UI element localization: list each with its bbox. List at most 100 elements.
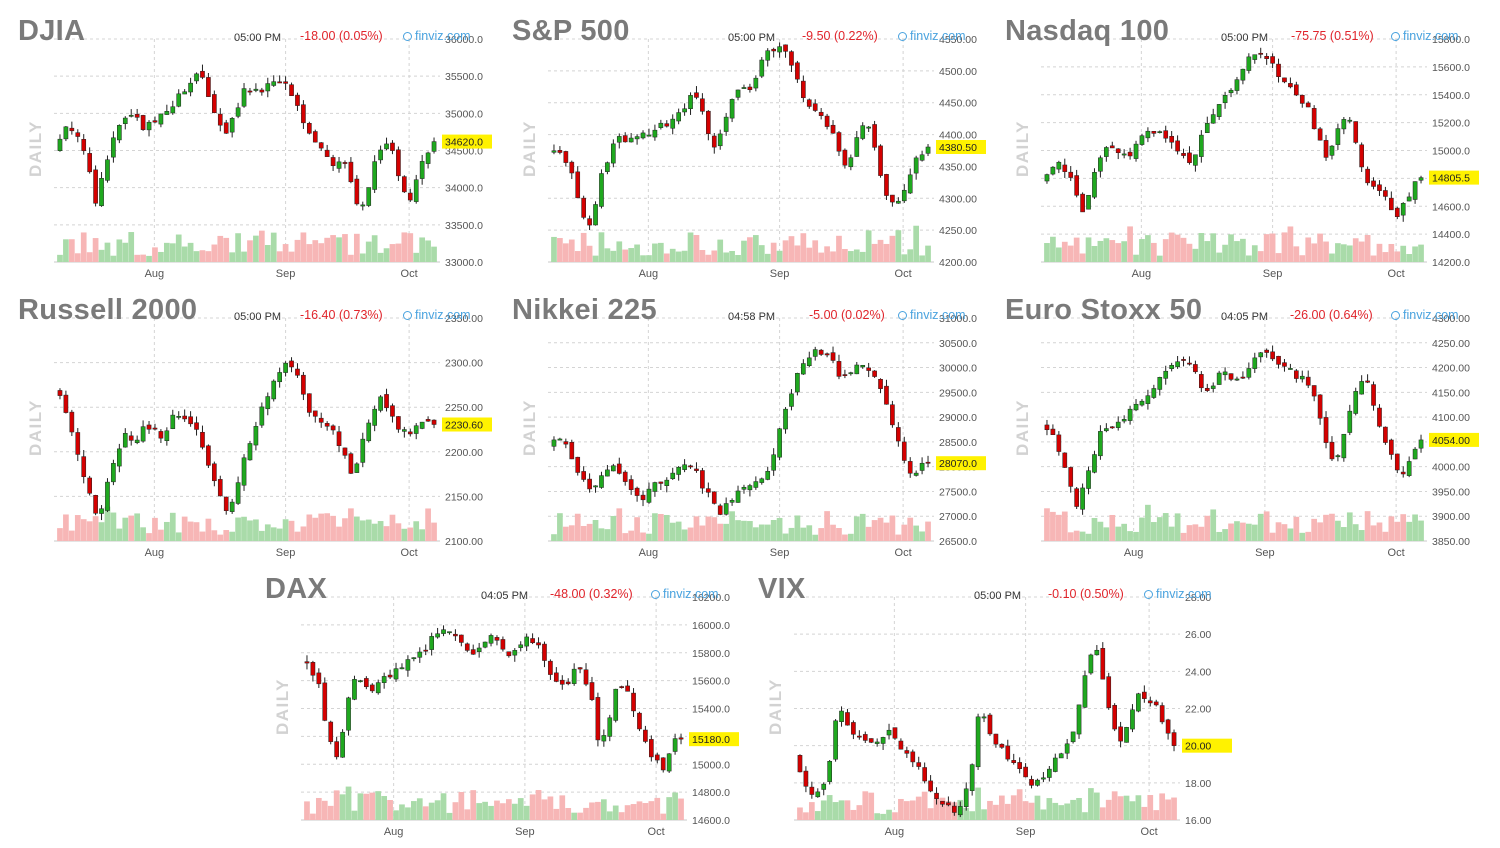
y-tick-label: 4250.00	[1432, 338, 1470, 350]
candle-body	[711, 135, 717, 148]
candle-body	[789, 51, 794, 66]
volume-bar	[1061, 511, 1068, 541]
brand-link-text: finviz.com	[1156, 587, 1212, 601]
x-tick-label: Aug	[639, 547, 659, 559]
candle-body	[229, 118, 235, 133]
candle-body	[1118, 726, 1123, 742]
brand-link[interactable]: finviz.com	[403, 308, 471, 322]
volume-bar	[794, 515, 801, 541]
candle-body	[247, 90, 253, 93]
y-tick-label: 15800.0	[692, 648, 730, 660]
volume-bar	[1147, 795, 1154, 820]
candle-body	[1353, 391, 1359, 414]
candle-body	[1270, 56, 1275, 64]
candle-body	[393, 668, 399, 680]
candle-body	[654, 754, 660, 761]
y-tick-label: 28.00	[1185, 592, 1211, 604]
chart-title: DJIA	[18, 15, 85, 48]
chart-title-text: S&P 500	[512, 15, 630, 47]
brand-link[interactable]: finviz.com	[651, 587, 719, 601]
candle-body	[593, 485, 598, 488]
volume-bar	[229, 531, 236, 541]
candle-body	[366, 187, 372, 206]
brand-link[interactable]: finviz.com	[898, 308, 966, 322]
candle-body	[1175, 140, 1180, 152]
candle-body	[1240, 68, 1246, 81]
candle-body	[1371, 384, 1376, 406]
y-tick-label: 27500.0	[939, 486, 977, 498]
volume-bar	[258, 230, 265, 262]
candle-body	[342, 447, 348, 456]
volume-bar	[1150, 522, 1157, 541]
candle-body	[69, 411, 75, 433]
chart-change-text: -0.10 (0.50%)	[1048, 587, 1124, 601]
y-tick-label: 30500.0	[939, 338, 977, 350]
brand-link[interactable]: finviz.com	[403, 29, 471, 43]
brand-link[interactable]: finviz.com	[1144, 587, 1212, 601]
candle-body	[1050, 166, 1056, 175]
y-tick-label: 22.00	[1185, 704, 1211, 716]
candle-body	[1109, 145, 1115, 149]
candle-body	[369, 684, 375, 692]
candle-body	[616, 463, 622, 474]
volume-bar	[122, 242, 129, 262]
candle-body	[934, 792, 939, 799]
volume-bar	[1174, 513, 1181, 541]
volume-bars	[304, 786, 684, 820]
volume-bar	[1073, 530, 1080, 541]
y-tick-label: 35000.0	[445, 108, 483, 120]
volume-bar	[1376, 522, 1383, 541]
volume-bar	[1412, 514, 1418, 541]
volume-bar	[1257, 513, 1264, 541]
volume-bar	[381, 796, 388, 820]
candle-body	[824, 353, 830, 356]
last-price-label: 2230.60	[445, 420, 483, 432]
volume-bar	[312, 517, 319, 541]
chart-change: -26.00 (0.64%)	[1290, 308, 1373, 322]
candle-body	[1088, 654, 1094, 674]
candle-body	[925, 461, 931, 464]
volume-bars	[551, 508, 931, 541]
candle-body	[387, 674, 393, 678]
volume-bar	[401, 232, 408, 262]
volume-bar	[1335, 520, 1341, 541]
volume-bar	[859, 513, 866, 541]
candle-body	[1394, 207, 1400, 217]
volume-bar	[1111, 791, 1118, 820]
volume-bar	[909, 800, 916, 820]
volume-bar	[1335, 243, 1341, 262]
candle-body	[646, 134, 652, 137]
volume-bar	[476, 803, 483, 820]
candle-body	[1136, 693, 1141, 712]
volume-bar	[1340, 527, 1347, 541]
volume-bar	[741, 240, 747, 262]
volume-bar	[776, 250, 783, 262]
candle-body	[500, 639, 506, 650]
candle-body	[571, 668, 577, 684]
volume-bar	[559, 795, 566, 820]
brand-link[interactable]: finviz.com	[1391, 308, 1459, 322]
brand-link[interactable]: finviz.com	[1391, 29, 1459, 43]
volume-bar	[919, 531, 925, 541]
chart-title: VIX	[758, 573, 806, 606]
candle-body	[854, 364, 860, 375]
candle-body	[1258, 52, 1264, 55]
candle-body	[1204, 387, 1210, 391]
candle-body	[688, 465, 693, 468]
candle-body	[1017, 762, 1022, 769]
candle-body	[419, 161, 425, 179]
volume-bar	[1028, 802, 1035, 820]
y-tick-label: 2150.00	[445, 491, 483, 503]
candle-body	[1074, 175, 1079, 196]
volume-bar	[1156, 517, 1163, 541]
candle-body	[1252, 357, 1258, 369]
candle-body	[1347, 119, 1353, 122]
volume-bar	[146, 255, 152, 262]
candle-body	[1412, 181, 1418, 200]
volume-bar	[1117, 796, 1124, 820]
candle-body	[140, 115, 146, 130]
brand-link[interactable]: finviz.com	[898, 29, 966, 43]
candle-body	[1147, 700, 1153, 704]
candle-body	[605, 469, 610, 477]
candle-body	[194, 422, 199, 430]
